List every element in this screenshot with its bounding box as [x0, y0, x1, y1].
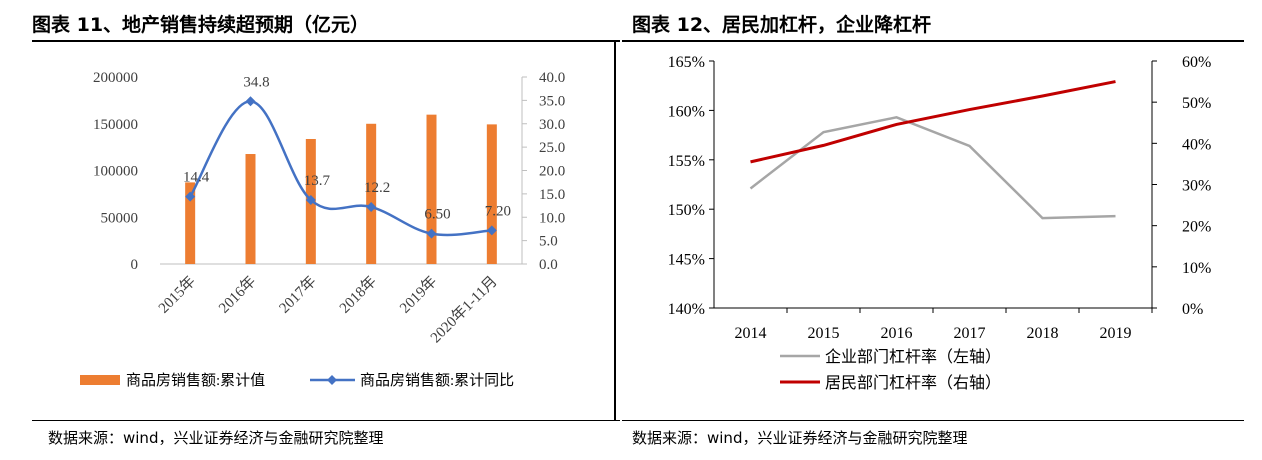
data-label: 7.20 — [485, 203, 511, 219]
right-y-tick-label: 35.0 — [539, 93, 565, 109]
line-marker — [185, 191, 196, 202]
line-marker — [305, 194, 316, 205]
left-source-note: 数据来源：wind，兴业证券经济与金融研究院整理 — [48, 429, 384, 447]
right-y-tick-label: 0.0 — [539, 257, 558, 273]
x-tick-label: 2014 — [735, 325, 767, 342]
right-y-tick-label: 5.0 — [539, 234, 558, 250]
household-leverage-line — [750, 80, 1116, 164]
right-y-tick-label: 50% — [1182, 95, 1211, 112]
x-tick-label: 2019年 — [396, 273, 440, 317]
left-y-tick-label: 150000 — [93, 117, 138, 133]
legend-bar-swatch — [80, 375, 120, 385]
line-marker — [486, 225, 497, 236]
right-y-tick-label: 10% — [1182, 260, 1211, 277]
bar — [366, 123, 377, 265]
x-tick-label: 2019 — [1100, 325, 1132, 342]
x-tick-label: 2016年 — [215, 273, 259, 317]
right-y-tick-label: 30.0 — [539, 117, 565, 133]
data-label: 6.50 — [424, 207, 450, 223]
panel-divider — [614, 40, 616, 420]
right-y-tick-label: 25.0 — [539, 140, 565, 156]
x-tick-label: 2016 — [881, 325, 913, 342]
legend-line-label: 商品房销售额:累计同比 — [360, 372, 514, 389]
right-y-tick-label: 40.0 — [539, 70, 565, 86]
left-y-tick-label: 165% — [668, 54, 705, 71]
left-y-tick-label: 150% — [668, 202, 705, 219]
line-marker — [245, 96, 256, 107]
bar — [185, 182, 196, 264]
right-y-tick-label: 20% — [1182, 219, 1211, 236]
right-y-tick-label: 30% — [1182, 178, 1211, 195]
left-bottom-rule — [32, 420, 620, 421]
left-y-tick-label: 155% — [668, 153, 705, 170]
data-label: 14.4 — [183, 170, 210, 186]
x-tick-label: 2018年 — [336, 273, 380, 317]
line-marker — [366, 201, 377, 212]
bar — [486, 124, 497, 264]
legend-label: 居民部门杠杆率（右轴） — [825, 374, 1001, 392]
right-y-tick-label: 40% — [1182, 136, 1211, 153]
line-marker — [426, 228, 437, 239]
right-y-tick-label: 15.0 — [539, 187, 565, 203]
left-y-tick-label: 160% — [668, 103, 705, 120]
left-chart-title: 图表 11、地产销售持续超预期（亿元） — [32, 14, 370, 36]
bar — [426, 114, 437, 264]
left-y-tick-label: 140% — [668, 301, 705, 318]
right-chart-panel: 图表 12、居民加杠杆，企业降杠杆 140% 145% 150% 155% 160% 16… — [622, 0, 1262, 460]
x-tick-label: 2017年 — [276, 273, 320, 317]
left-y-tick-label: 145% — [668, 252, 705, 269]
corporate-leverage-line — [749, 116, 1116, 220]
right-chart-title: 图表 12、居民加杠杆，企业降杠杆 — [632, 14, 932, 36]
legend-line-marker — [327, 375, 337, 385]
legend-label: 企业部门杠杆率（左轴） — [825, 348, 1001, 366]
right-bottom-rule — [622, 420, 1244, 421]
bar — [245, 154, 256, 264]
x-tick-label: 2015 — [808, 325, 840, 342]
right-chart-svg: 140% 145% 150% 155% 160% 165% 0% 10% 20% 30% 40% 50… — [668, 54, 1212, 392]
right-y-tick-label: 10.0 — [539, 210, 565, 226]
x-tick-label: 2018 — [1027, 325, 1059, 342]
right-source-note: 数据来源：wind，兴业证券经济与金融研究院整理 — [632, 429, 968, 447]
left-chart-panel: 图表 11、地产销售持续超预期（亿元） 0 50000 100000 150000 20… — [0, 0, 622, 460]
right-y-tick-label: 60% — [1182, 54, 1211, 71]
left-y-tick-label: 100000 — [93, 164, 138, 180]
legend-bar-label: 商品房销售额:累计值 — [126, 372, 265, 389]
data-label: 13.7 — [304, 173, 331, 189]
x-tick-label: 2017 — [954, 325, 986, 342]
left-chart-svg: 0 50000 100000 150000 200000 0.0 5.0 10.0 15.0 20… — [80, 70, 565, 389]
right-y-tick-label: 20.0 — [539, 164, 565, 180]
right-title-rule — [622, 40, 1244, 42]
left-y-tick-label: 0 — [131, 257, 139, 273]
data-label: 34.8 — [243, 74, 269, 90]
right-y-tick-label: 0% — [1182, 301, 1203, 318]
left-y-tick-label: 200000 — [93, 70, 138, 86]
x-tick-label: 2015年 — [155, 273, 199, 317]
data-label: 12.2 — [364, 180, 390, 196]
left-title-rule — [32, 40, 620, 42]
left-y-tick-label: 50000 — [101, 210, 139, 226]
